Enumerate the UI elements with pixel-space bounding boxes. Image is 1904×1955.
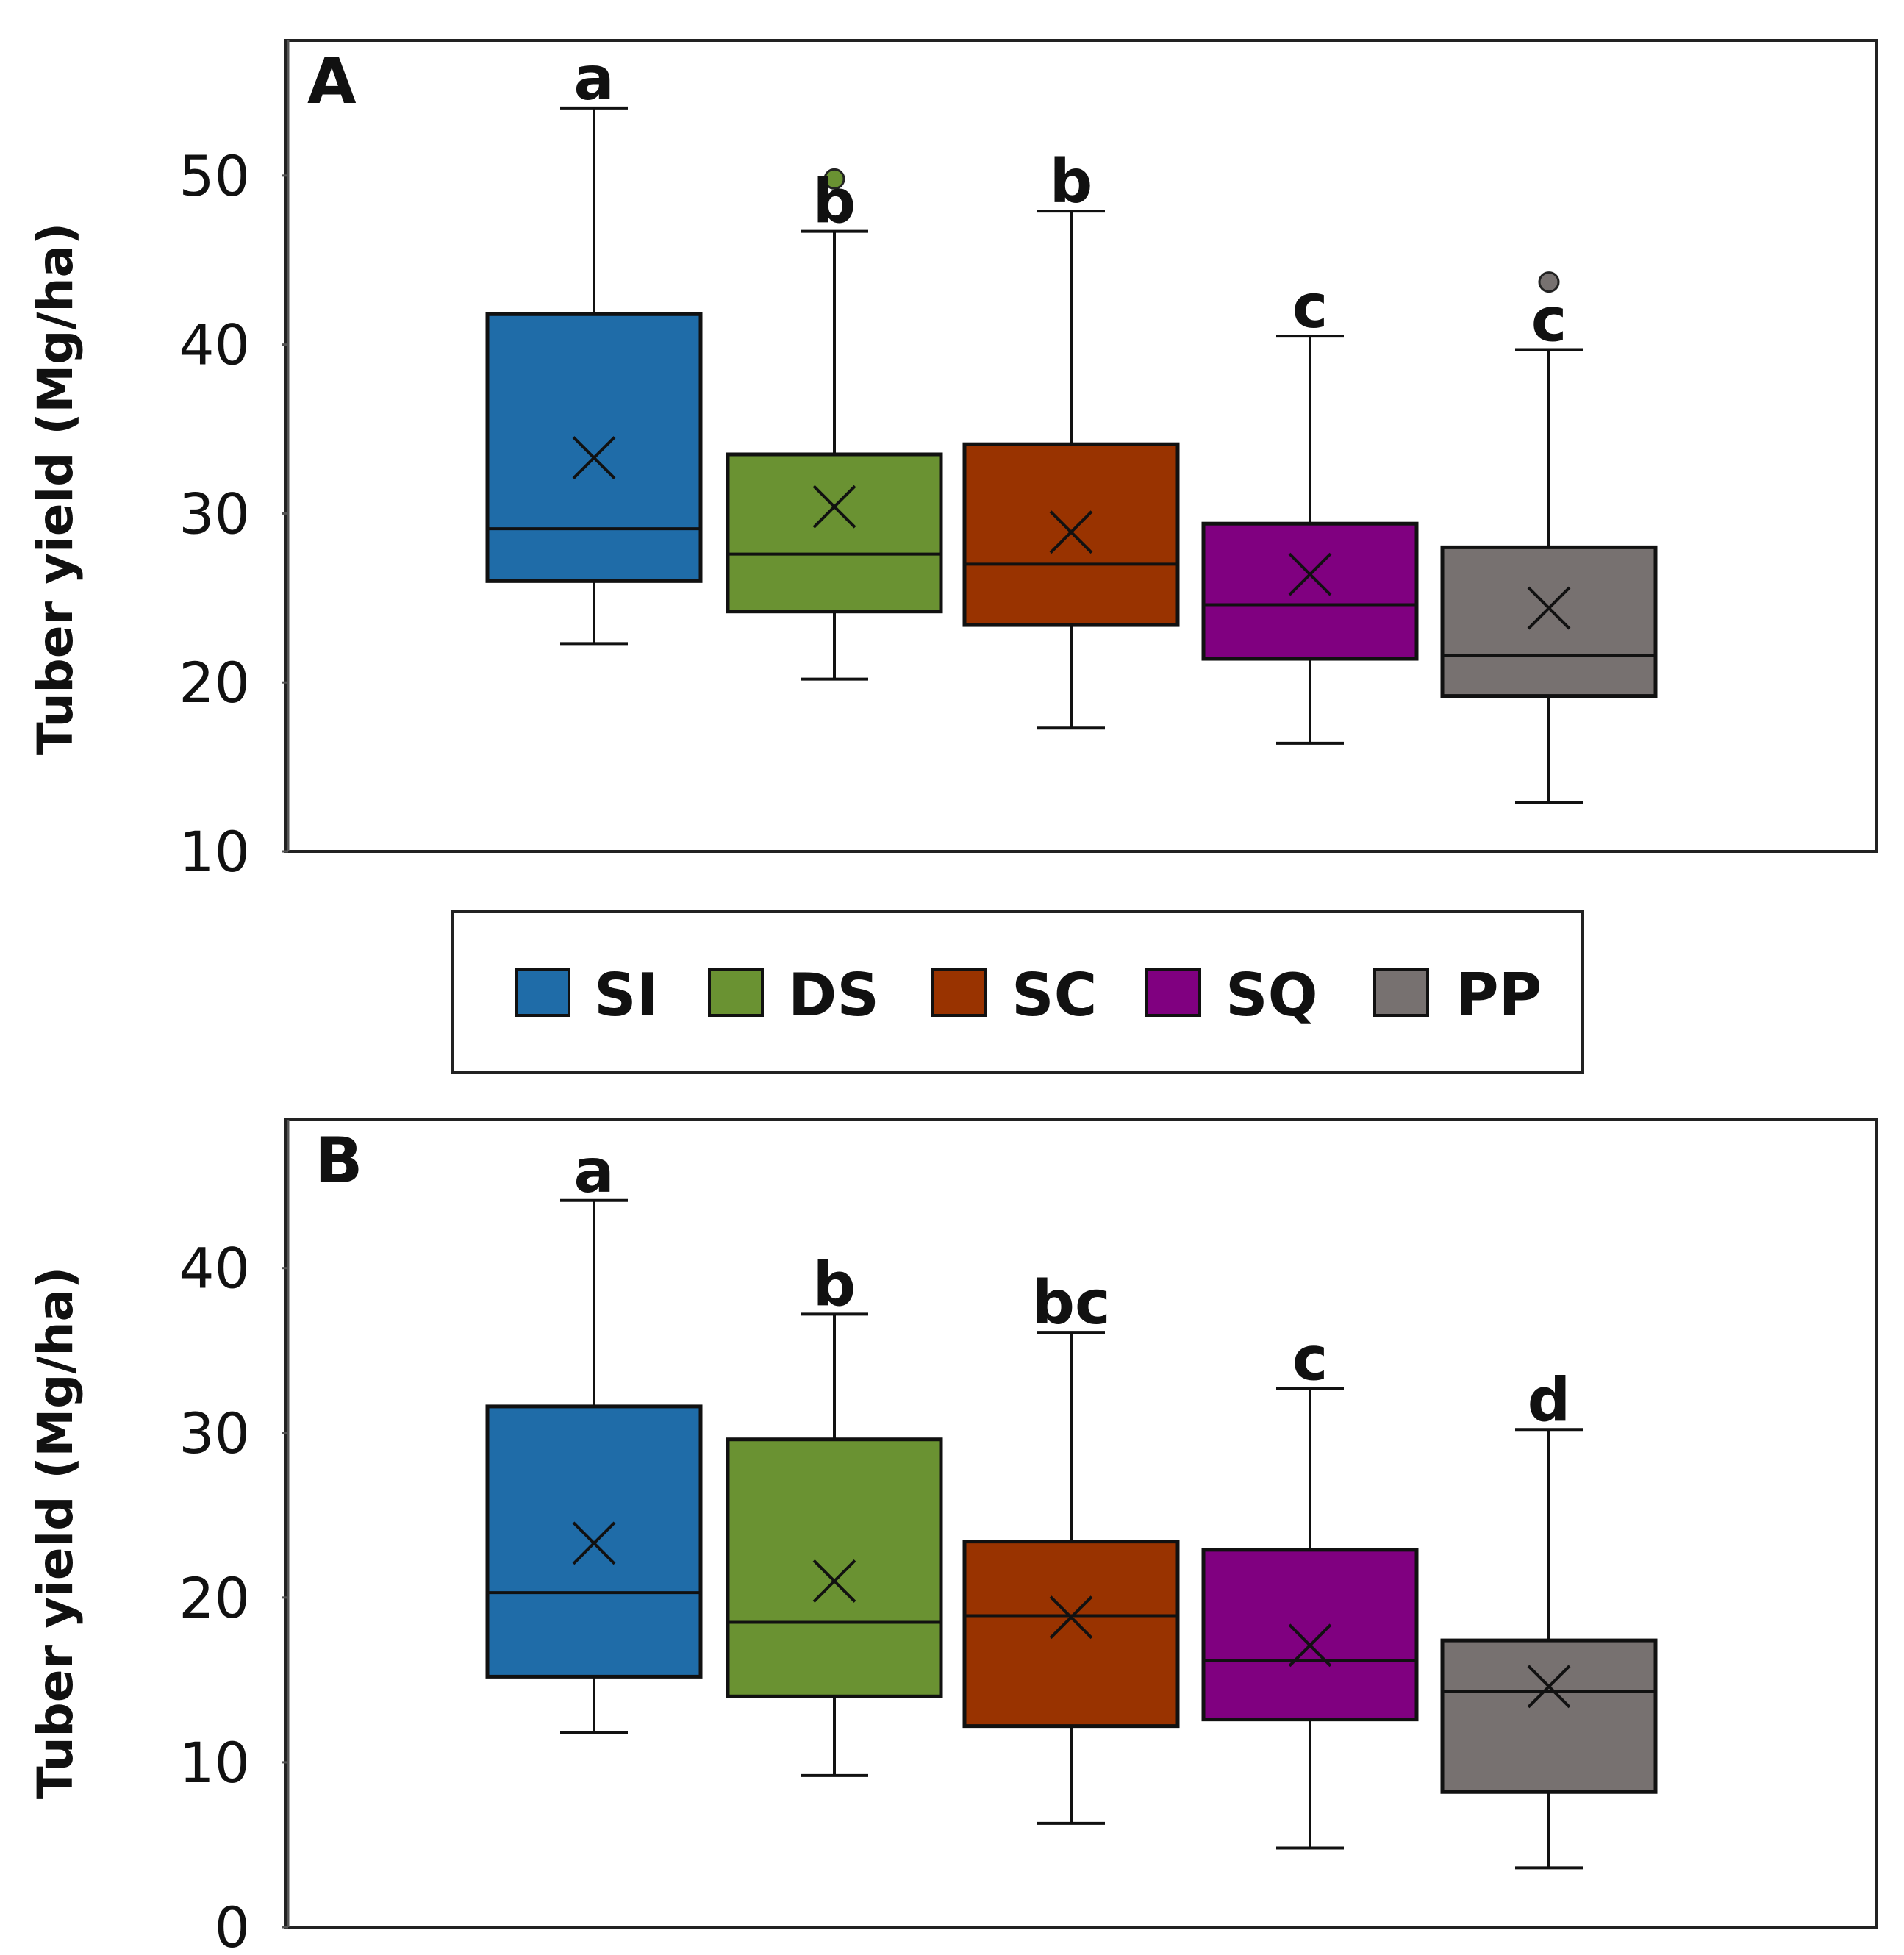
mean-marker [812, 1559, 856, 1603]
significance-letter: b [1050, 147, 1093, 217]
iqr-box [1201, 1548, 1419, 1722]
significance-letter: c [1531, 286, 1567, 356]
legend-swatch-sq [1145, 968, 1201, 1017]
legend-label-sq: SQ [1225, 961, 1318, 1029]
box-pp-b: d [1440, 1365, 1658, 1870]
box-sq-a: c [1201, 272, 1419, 745]
panel-label-a: A [307, 45, 357, 118]
y-tick-label-b: 40 [179, 1236, 250, 1301]
iqr-box [726, 452, 943, 614]
legend-swatch-si [515, 968, 570, 1017]
y-tick-label-b: 0 [215, 1895, 250, 1955]
iqr-box [1201, 521, 1419, 661]
box-sq-b: c [1201, 1324, 1419, 1850]
outlier-point [823, 168, 845, 190]
significance-letter: c [1292, 272, 1328, 342]
iqr-box [962, 442, 1180, 627]
significance-letter: bc [1031, 1268, 1110, 1338]
y-tick-label-a: 50 [179, 143, 250, 209]
y-ticks-a: 10 20 30 40 50 [179, 143, 288, 884]
legend: SI DS SC SQ PP [451, 910, 1584, 1074]
iqr-box [962, 1540, 1180, 1729]
significance-letter: d [1528, 1365, 1571, 1435]
panel-a: A Tuber yield (Mg/ha) 10 20 30 40 50 a b b c c [27, 39, 1878, 884]
y-tick-label-b: 10 [179, 1730, 250, 1795]
legend-swatch-pp [1373, 968, 1429, 1017]
y-tick-label-b: 20 [179, 1565, 250, 1631]
iqr-box [1440, 545, 1658, 698]
legend-swatch-ds [708, 968, 764, 1017]
plot-frame-a [284, 39, 1878, 853]
mean-marker [572, 436, 616, 479]
iqr-box [1440, 1638, 1658, 1794]
significance-letter: b [813, 1250, 856, 1320]
legend-swatch-sc [931, 968, 987, 1017]
significance-letter: a [573, 44, 614, 114]
iqr-box [726, 1437, 943, 1698]
significance-letter: b [813, 168, 856, 237]
y-tick-label-a: 20 [179, 650, 250, 715]
y-tick-label-a: 10 [179, 819, 250, 884]
box-sc-a: b [962, 147, 1180, 730]
panel-label-b: B [315, 1124, 363, 1198]
box-si-a: a [485, 44, 703, 646]
mean-marker [1527, 1665, 1571, 1709]
box-pp-a: c [1440, 271, 1658, 804]
legend-label-ds: DS [788, 961, 879, 1029]
outlier-point [1538, 271, 1560, 293]
box-si-b: a [485, 1137, 703, 1734]
y-axis-label-b: Tuber yield (Mg/ha) [27, 1267, 84, 1799]
box-ds-a: b [726, 168, 943, 681]
significance-letter: a [573, 1137, 614, 1207]
iqr-box [485, 312, 703, 583]
plot-frame-b [284, 1118, 1878, 1929]
mean-marker [1049, 1595, 1093, 1640]
mean-marker [1527, 586, 1571, 630]
legend-label-pp: PP [1456, 961, 1542, 1029]
y-ticks-b: 0 10 20 30 40 [179, 1236, 288, 1955]
y-tick-label-b: 30 [179, 1401, 250, 1466]
y-axis-label-a: Tuber yield (Mg/ha) [27, 223, 84, 755]
mean-marker [1288, 1623, 1332, 1668]
y-tick-label-a: 30 [179, 481, 250, 546]
mean-marker [1049, 510, 1093, 554]
box-sc-b: bc [962, 1268, 1180, 1825]
box-ds-b: b [726, 1250, 943, 1777]
panel-b: B Tuber yield (Mg/ha) 0 10 20 30 40 a b bc c d [27, 1118, 1878, 1955]
boxes-a: a b b c c [485, 44, 1658, 804]
y-tick-label-a: 40 [179, 312, 250, 378]
legend-label-si: SI [594, 961, 658, 1029]
mean-marker [812, 485, 856, 529]
legend-label-sc: SC [1012, 961, 1097, 1029]
boxes-b: a b bc c d [485, 1137, 1658, 1870]
significance-letter: c [1292, 1324, 1328, 1394]
mean-marker [1288, 552, 1332, 596]
mean-marker [572, 1521, 616, 1565]
